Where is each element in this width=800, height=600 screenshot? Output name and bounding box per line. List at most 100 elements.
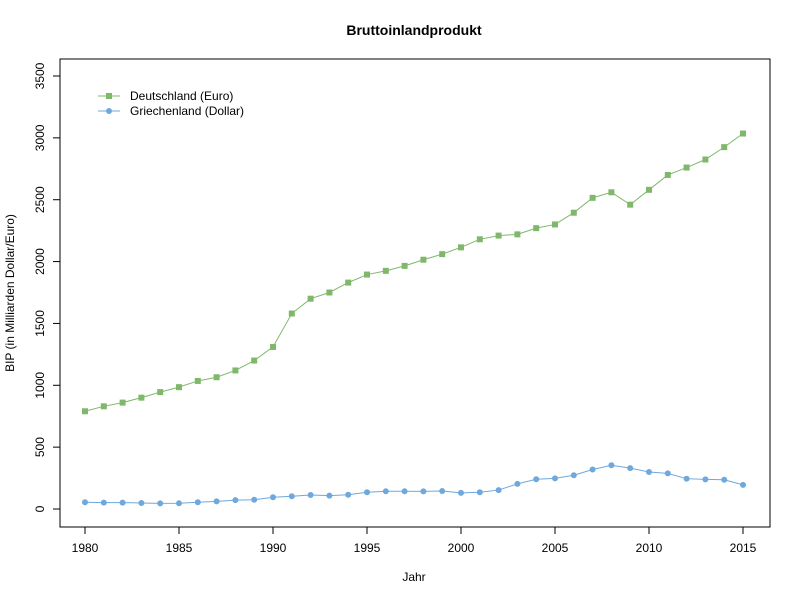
- data-point: [251, 496, 258, 503]
- data-point: [514, 231, 521, 238]
- x-axis: 1980 1985 1990 1995 2000 2005 2010 2015: [72, 526, 757, 555]
- data-point: [608, 189, 615, 196]
- data-point: [552, 221, 558, 228]
- data-point: [213, 498, 220, 505]
- series-griechenland: [82, 462, 746, 507]
- x-tick-label: 2005: [542, 541, 569, 555]
- data-point: [533, 225, 540, 232]
- data-point: [307, 295, 314, 302]
- data-point: [364, 271, 370, 278]
- data-point: [627, 201, 634, 208]
- data-point: [345, 491, 352, 498]
- data-point: [100, 403, 107, 410]
- data-point: [157, 500, 164, 507]
- data-point: [176, 384, 182, 391]
- data-point: [326, 492, 333, 499]
- data-point: [514, 480, 521, 487]
- data-point: [608, 462, 615, 469]
- data-point: [627, 465, 634, 472]
- y-tick-label: 1000: [33, 372, 47, 399]
- y-tick-label: 2500: [33, 186, 47, 213]
- series-deutschland: [82, 130, 746, 415]
- y-tick-label: 3500: [33, 62, 47, 89]
- series-line: [84, 464, 744, 504]
- data-point: [251, 357, 258, 364]
- data-point: [382, 488, 389, 495]
- data-point: [570, 209, 577, 216]
- data-point: [382, 267, 389, 274]
- x-tick-label: 1995: [354, 541, 381, 555]
- data-point: [194, 499, 201, 506]
- data-point: [740, 481, 746, 488]
- y-axis: 0 500 1000 1500 2000 2500 3000 3500: [33, 62, 61, 512]
- data-point: [702, 156, 709, 163]
- data-point: [533, 476, 540, 483]
- x-tick-label: 1985: [166, 541, 193, 555]
- data-point: [138, 500, 145, 507]
- data-point: [232, 497, 239, 504]
- data-point: [589, 466, 596, 473]
- data-point: [119, 499, 126, 506]
- data-point: [232, 367, 239, 374]
- legend-label-deutschland: Deutschland (Euro): [130, 89, 233, 103]
- data-point: [439, 488, 446, 495]
- chart-title: Bruttoinlandprodukt: [346, 22, 482, 38]
- data-point: [683, 164, 690, 171]
- series-layer: [82, 130, 746, 507]
- legend-marker-griechenland: [106, 108, 112, 114]
- legend-label-griechenland: Griechenland (Dollar): [130, 104, 244, 118]
- y-tick-label: 0: [33, 505, 47, 512]
- x-tick-label: 1990: [260, 541, 287, 555]
- data-point: [664, 470, 671, 477]
- data-point: [664, 171, 671, 178]
- data-point: [589, 194, 596, 201]
- data-point: [476, 236, 483, 243]
- data-point: [82, 408, 88, 415]
- data-point: [495, 487, 502, 494]
- data-point: [119, 399, 126, 406]
- data-point: [157, 389, 164, 396]
- data-point: [288, 310, 295, 317]
- data-point: [458, 489, 464, 496]
- data-point: [495, 232, 502, 239]
- data-point: [82, 499, 88, 506]
- data-point: [326, 289, 333, 296]
- data-point: [702, 476, 709, 483]
- y-axis-label: BIP (in Milliarden Dollar/Euro): [3, 214, 17, 372]
- data-point: [270, 494, 276, 501]
- x-tick-label: 2010: [636, 541, 663, 555]
- data-point: [288, 493, 295, 500]
- plot-frame: [59, 58, 771, 528]
- data-point: [420, 256, 427, 263]
- data-point: [439, 251, 446, 258]
- data-point: [345, 279, 352, 286]
- y-tick-label: 1500: [33, 310, 47, 337]
- data-point: [307, 492, 314, 499]
- data-point: [458, 244, 464, 251]
- data-point: [401, 262, 408, 269]
- data-point: [420, 488, 427, 495]
- data-point: [270, 343, 276, 350]
- x-axis-label: Jahr: [402, 570, 425, 584]
- series-line: [84, 133, 744, 412]
- legend-item-griechenland: Griechenland (Dollar): [98, 104, 244, 118]
- data-point: [194, 377, 201, 384]
- data-point: [176, 500, 182, 507]
- data-point: [646, 469, 652, 476]
- data-point: [401, 488, 408, 495]
- x-tick-label: 2000: [448, 541, 475, 555]
- x-tick-label: 2015: [730, 541, 757, 555]
- data-point: [138, 394, 145, 401]
- data-point: [646, 186, 652, 193]
- x-tick-label: 1980: [72, 541, 99, 555]
- data-point: [721, 476, 728, 483]
- data-point: [552, 475, 558, 482]
- data-point: [213, 374, 220, 381]
- data-point: [100, 499, 107, 506]
- data-point: [476, 489, 483, 496]
- legend-marker-deutschland: [106, 93, 112, 99]
- y-tick-label: 2000: [33, 248, 47, 275]
- y-tick-label: 500: [33, 437, 47, 457]
